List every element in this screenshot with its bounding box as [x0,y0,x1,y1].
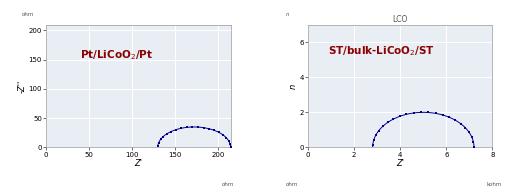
X-axis label: Z': Z' [134,159,143,168]
Text: ST/bulk-LiCoO$_2$/ST: ST/bulk-LiCoO$_2$/ST [328,45,436,59]
Text: Pt/LiCoO$_2$/Pt: Pt/LiCoO$_2$/Pt [80,48,153,62]
Text: kohm: kohm [486,182,502,187]
Text: ohm: ohm [22,12,34,17]
Text: n: n [286,12,289,17]
Text: ohm: ohm [286,182,298,187]
X-axis label: Z': Z' [396,159,404,168]
Title: LCO: LCO [392,15,408,24]
Text: ohm: ohm [222,182,234,187]
Y-axis label: n: n [289,83,298,89]
Y-axis label: -Z'': -Z'' [18,79,27,93]
